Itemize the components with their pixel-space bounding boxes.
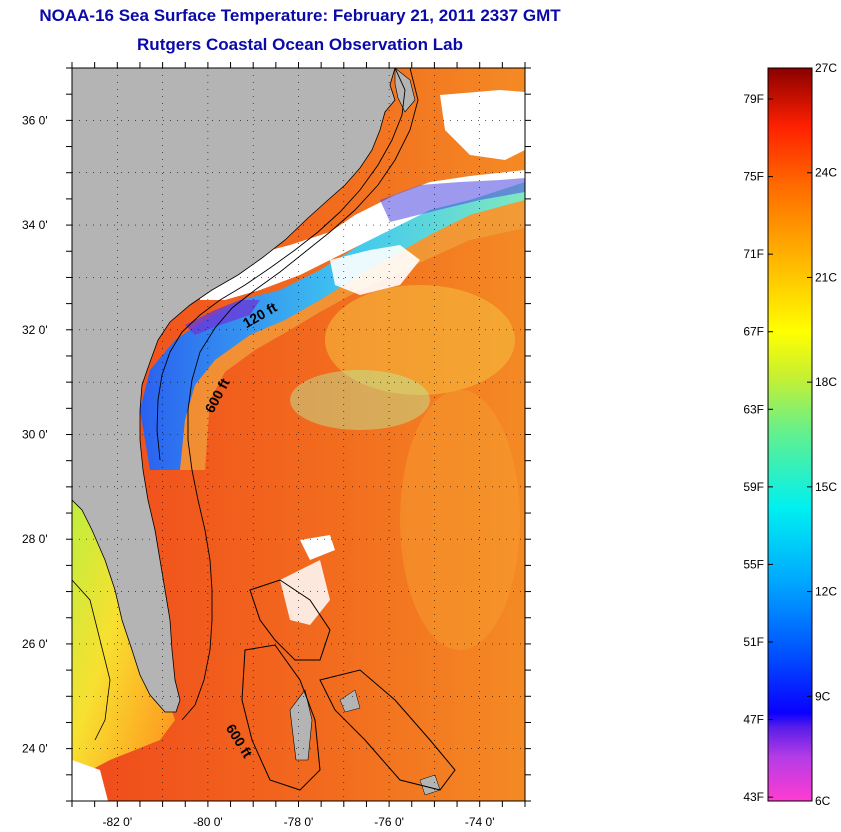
celsius-label: 21C [815,270,837,284]
color-bar-frame [767,67,813,802]
color-bar-labels: 27C 24C 21C 18C 15C 12C 9C 6C 79F 75F 71F 67F 63F 59F… [743,61,837,808]
offshore-cooler-patch [400,390,520,650]
celsius-label: 9C [815,689,831,703]
map-axes: 36 0' 34 0' 32 0' 30 0' 28 0' 26 0' 24 0' -82 0… [22,62,531,829]
fahrenheit-label: 63F [743,402,764,416]
exuma-bank-contour [319,669,456,791]
lat-tick-label: 28 0' [22,532,48,546]
cloud-cover-5 [300,535,335,560]
celsius-label: 18C [815,375,837,389]
lat-tick-label: 36 0' [22,113,48,127]
fahrenheit-label: 59F [743,480,764,494]
map-subtitle: Rutgers Coastal Ocean Observation Lab [137,35,463,54]
celsius-label: 6C [815,794,831,808]
cloud-cover-3 [440,90,525,160]
fahrenheit-label: 43F [743,790,764,804]
land-andros-island [289,689,313,761]
cold-edge-speckle-2 [380,178,525,222]
lon-tick-label: -82 0' [102,815,132,829]
fahrenheit-label: 71F [743,247,764,261]
color-bar [768,68,812,801]
shelf-front-water [180,200,525,470]
sst-imagery [72,68,525,801]
cloud-cover-2 [330,245,420,295]
fahrenheit-label: 51F [743,635,764,649]
lat-tick-label: 26 0' [22,637,48,651]
great-bahama-bank-contour [241,644,321,791]
lon-tick-label: -80 0' [193,815,223,829]
lon-tick-label: -78 0' [284,815,314,829]
cloud-sw-corner [72,760,108,801]
little-bahama-bank-contour [249,579,331,661]
isobath-600ft [181,68,419,721]
land-us-florida [72,68,396,713]
lat-tick-label: 24 0' [22,742,48,756]
fahrenheit-label: 55F [743,557,764,571]
cloud-cover-4 [280,560,330,625]
lat-tick-label: 30 0' [22,428,48,442]
lat-tick-label: 34 0' [22,218,48,232]
celsius-label: 12C [815,585,837,599]
land-bahamas-islet [339,689,361,713]
map-title: NOAA-16 Sea Surface Temperature: Februar… [39,6,561,25]
fahrenheit-label: 79F [743,92,764,106]
gulf-isobath [72,579,111,741]
lon-tick-label: -74 0' [465,815,495,829]
cool-filament-patch [290,370,430,430]
lat-tick-label: 32 0' [22,323,48,337]
mixed-water-patch [325,285,515,395]
isobath-120ft [156,68,406,461]
cold-edge-speckle [185,300,260,335]
celsius-label: 15C [815,480,837,494]
fahrenheit-label: 67F [743,325,764,339]
celsius-label: 24C [815,166,837,180]
celsius-label: 27C [815,61,837,75]
fahrenheit-label: 47F [743,713,764,727]
fahrenheit-label: 75F [743,170,764,184]
lon-tick-label: -76 0' [374,815,404,829]
